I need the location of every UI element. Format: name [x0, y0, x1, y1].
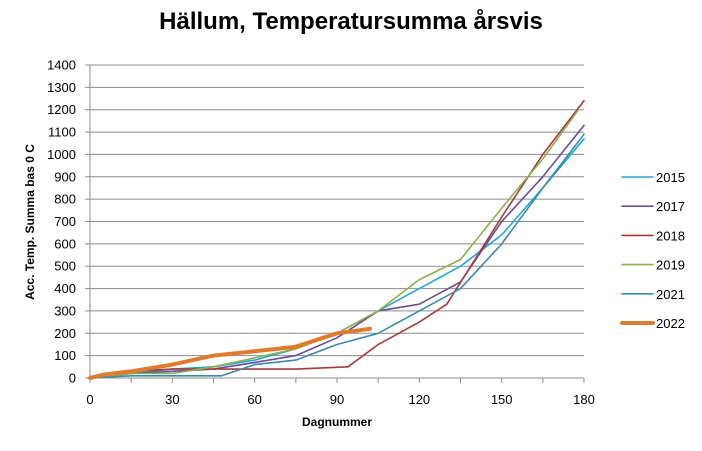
- y-tick-label: 1100: [48, 125, 76, 140]
- x-axis-title: Dagnummer: [302, 415, 372, 429]
- legend-label-2021: 2021: [656, 287, 685, 302]
- axes: 0100200300400500600700800900100011001200…: [47, 58, 595, 408]
- y-tick-label: 0: [69, 371, 76, 386]
- y-tick-label: 400: [54, 281, 76, 296]
- legend: 2015 2017 2018 2019 2021 2022: [620, 170, 685, 331]
- legend-label-2017: 2017: [656, 199, 685, 214]
- gridlines: [90, 64, 584, 357]
- y-tick-label: 1300: [47, 80, 76, 95]
- chart-title: Hällum, Temperatursumma årsvis: [159, 8, 543, 35]
- y-tick-label: 600: [54, 236, 76, 251]
- y-tick-label: 700: [54, 214, 76, 229]
- x-tick-label: 0: [86, 392, 93, 407]
- series-lines: [88, 100, 585, 380]
- x-tick-label: 90: [330, 392, 344, 407]
- series-line-2021: [89, 133, 585, 379]
- y-axis-title: Acc. Temp. Summa bas 0 C: [23, 144, 37, 300]
- y-tick-label: 1200: [47, 102, 76, 117]
- y-tick-label: 100: [54, 348, 76, 363]
- y-tick-label: 300: [54, 303, 76, 318]
- series-line-2015: [89, 138, 585, 379]
- y-tick-label: 500: [54, 259, 76, 274]
- y-tick-label: 1000: [47, 147, 76, 162]
- x-tick-label: 150: [491, 392, 513, 407]
- x-tick-label: 60: [247, 392, 261, 407]
- y-tick-label: 800: [54, 192, 76, 207]
- legend-label-2019: 2019: [656, 258, 685, 273]
- series-line-2018: [89, 100, 585, 379]
- x-tick-label: 120: [408, 392, 430, 407]
- legend-label-2015: 2015: [656, 170, 685, 185]
- series-line-2022: [88, 326, 372, 380]
- legend-label-2022: 2022: [656, 316, 685, 331]
- x-tick-label: 30: [165, 392, 179, 407]
- series-line-2017: [89, 124, 585, 379]
- y-tick-label: 900: [54, 169, 76, 184]
- legend-label-2018: 2018: [656, 228, 685, 243]
- y-tick-label: 200: [54, 326, 76, 341]
- y-tick-label: 1400: [47, 58, 76, 73]
- x-tick-label: 180: [573, 392, 595, 407]
